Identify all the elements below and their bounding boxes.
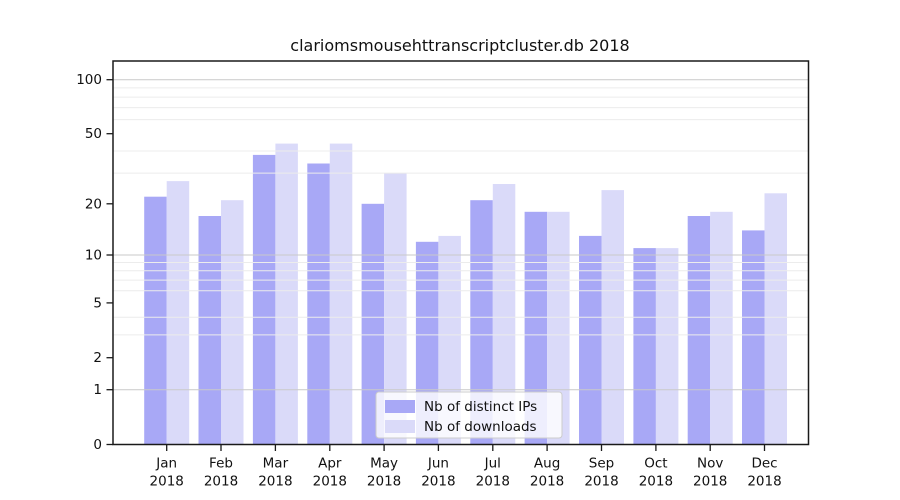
x-tick-label-year: 2018 <box>204 474 238 490</box>
bar-distinct-ips-aug <box>524 211 548 445</box>
bar-downloads-oct <box>655 248 679 445</box>
x-tick-label-year: 2018 <box>584 474 618 490</box>
x-tick-label-month: Jul <box>484 456 501 472</box>
legend-box <box>375 391 563 439</box>
x-tick-label-year: 2018 <box>747 474 781 490</box>
bar-distinct-ips-feb <box>198 216 221 445</box>
legend-label-distinct-ips: Nb of distinct IPs <box>424 399 537 415</box>
x-tick-label-year: 2018 <box>693 474 727 490</box>
bar-distinct-ips-dec <box>742 230 765 445</box>
x-tick-label-month: Jan <box>155 456 177 472</box>
plot-border <box>112 60 810 446</box>
x-tick-label-month: Mar <box>263 456 289 472</box>
bar-downloads-nov <box>710 211 733 445</box>
y-tick-label: 20 <box>85 196 102 212</box>
x-tick-label-year: 2018 <box>530 474 564 490</box>
bar-distinct-ips-nov <box>687 216 711 445</box>
legend-swatch-downloads <box>385 420 415 433</box>
x-tick-label-year: 2018 <box>150 474 184 490</box>
bar-downloads-apr <box>329 143 353 445</box>
x-tick-label-month: Dec <box>751 456 777 472</box>
bar-downloads-mar <box>275 143 298 445</box>
bar-distinct-ips-jul <box>470 200 493 445</box>
x-tick-label-year: 2018 <box>476 474 510 490</box>
legend: Nb of distinct IPs Nb of downloads <box>375 391 563 439</box>
chart-title: clariomsmousehttranscriptcluster.db 2018 <box>290 36 629 55</box>
bar-downloads-jan <box>166 181 190 445</box>
bar-distinct-ips-mar <box>252 154 276 445</box>
x-tick-label-month: Jun <box>427 456 449 472</box>
gridlines-group <box>113 79 809 391</box>
x-tick-label-month: May <box>370 456 398 472</box>
legend-swatch-distinct-ips <box>385 400 415 413</box>
x-tick-label-month: Aug <box>534 456 560 472</box>
y-axis: 0 1 2 5 10 20 50 100 <box>76 72 113 453</box>
bar-distinct-ips-apr <box>307 163 330 445</box>
x-tick-label-month: Sep <box>589 456 614 472</box>
x-tick-label-year: 2018 <box>313 474 347 490</box>
x-tick-label-year: 2018 <box>421 474 455 490</box>
y-tick-label: 5 <box>93 295 102 311</box>
bar-downloads-feb <box>221 200 244 445</box>
x-tick-label-month: Feb <box>209 456 233 472</box>
y-tick-label: 50 <box>85 126 102 142</box>
y-tick-label: 0 <box>93 437 102 453</box>
x-axis: Jan 2018 Feb 2018 Mar 2018 Apr 2018 May 2018 Jun 20… <box>150 444 782 490</box>
bar-distinct-ips-may <box>361 203 385 445</box>
x-tick-label-month: Apr <box>318 456 342 472</box>
bar-distinct-ips-sep <box>579 235 602 445</box>
x-tick-label-year: 2018 <box>258 474 292 490</box>
y-tick-label: 2 <box>93 350 102 366</box>
legend-label-downloads: Nb of downloads <box>424 419 537 435</box>
bars-group <box>144 143 787 445</box>
x-tick-label-year: 2018 <box>367 474 401 490</box>
bar-distinct-ips-jan <box>144 196 167 445</box>
bar-downloads-may <box>384 173 407 445</box>
x-tick-label-month: Oct <box>644 456 667 472</box>
bar-downloads-dec <box>764 193 787 445</box>
x-tick-label-month: Nov <box>697 456 723 472</box>
y-tick-label: 10 <box>85 248 102 264</box>
bar-downloads-jul <box>492 184 516 445</box>
bar-downloads-aug <box>547 211 570 445</box>
bar-distinct-ips-oct <box>633 248 656 445</box>
y-tick-label: 100 <box>76 72 102 88</box>
y-tick-label: 1 <box>93 382 102 398</box>
x-tick-label-year: 2018 <box>639 474 673 490</box>
